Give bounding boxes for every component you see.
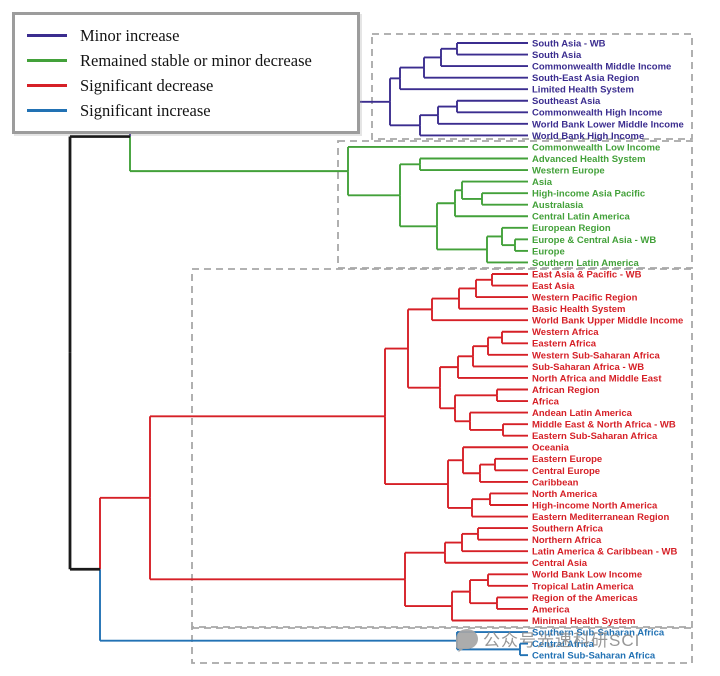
watermark: 公众号光速科研SCI (456, 626, 640, 651)
leaf-label: South Asia - WB (532, 38, 606, 49)
leaf-label: Southern Sub-Saharan Africa (532, 627, 665, 638)
cluster-box-sig_decrease (191, 268, 693, 628)
legend: Minor increase Remained stable or minor d… (12, 12, 360, 134)
leaf-label: Western Pacific Region (532, 293, 638, 304)
leaf-label: Middle East & North Africa - WB (532, 420, 676, 431)
leaf-label: Northern Africa (532, 535, 602, 546)
legend-swatch (27, 59, 67, 62)
leaf-label: Eastern Sub-Saharan Africa (532, 431, 658, 442)
leaf-label: World Bank High Income (532, 131, 644, 142)
leaf-label: Region of the Americas (532, 593, 638, 604)
leaf-label: Southern Latin America (532, 258, 640, 269)
leaf-label: Western Africa (532, 327, 599, 338)
leaf-label: Latin America & Caribbean - WB (532, 547, 677, 558)
legend-label: Minor increase (80, 25, 180, 45)
leaf-label: Commonwealth Low Income (532, 142, 660, 153)
leaf-label: High-income North America (532, 500, 658, 511)
leaf-label: Africa (532, 396, 560, 407)
cluster-box-sig_increase (191, 627, 693, 664)
legend-item-0: Minor increase (27, 23, 345, 48)
leaf-label: South-East Asia Region (532, 73, 640, 84)
leaf-label: Southern Africa (532, 524, 604, 535)
leaf-label: North Africa and Middle East (532, 373, 662, 384)
leaf-label: Central Latin America (532, 212, 631, 223)
leaf-label: Central Europe (532, 466, 600, 477)
legend-swatch (27, 34, 67, 37)
wechat-icon (456, 628, 478, 649)
legend-label: Remained stable or minor decrease (80, 50, 312, 70)
legend-item-2: Significant decrease (27, 73, 345, 98)
legend-item-3: Significant increase (27, 98, 345, 123)
legend-swatch (27, 84, 67, 87)
leaf-label: Commonwealth Middle Income (532, 62, 671, 73)
leaf-label: European Region (532, 223, 611, 234)
watermark-text: 公众号光速科研SCI (483, 631, 641, 650)
leaf-label: Oceania (532, 443, 570, 454)
leaf-label: Basic Health System (532, 304, 625, 315)
leaf-label: Commonwealth High Income (532, 108, 662, 119)
leaf-label: East Asia (532, 281, 575, 292)
legend-label: Significant increase (80, 100, 211, 120)
cluster-box-minor_increase (371, 33, 693, 140)
leaf-label: World Bank Low Income (532, 570, 642, 581)
leaf-label: High-income Asia Pacific (532, 189, 645, 200)
leaf-label: World Bank Lower Middle Income (532, 119, 684, 130)
leaf-label: Central Sub-Saharan Africa (532, 651, 656, 662)
leaf-label: Caribbean (532, 477, 579, 488)
leaf-label: America (532, 604, 570, 615)
legend-swatch (27, 109, 67, 112)
leaf-label: Europe (532, 246, 565, 257)
leaf-label: Eastern Europe (532, 454, 602, 465)
leaf-label: Eastern Africa (532, 339, 597, 350)
leaf-label: Central Africa (532, 639, 595, 650)
leaf-label: North America (532, 489, 598, 500)
leaf-label: Western Europe (532, 165, 605, 176)
leaf-label: Asia (532, 177, 553, 188)
leaf-label: Minimal Health System (532, 616, 635, 627)
leaf-label: East Asia & Pacific - WB (532, 269, 642, 280)
leaf-label: Limited Health System (532, 85, 634, 96)
leaf-label: Western Sub-Saharan Africa (532, 350, 660, 361)
leaf-label: African Region (532, 385, 600, 396)
leaf-label: Southeast Asia (532, 96, 601, 107)
leaf-label: Eastern Mediterranean Region (532, 512, 669, 523)
leaf-label: Central Asia (532, 558, 588, 569)
leaf-label: Advanced Health System (532, 154, 646, 165)
legend-item-1: Remained stable or minor decrease (27, 48, 345, 73)
leaf-label: Australasia (532, 200, 584, 211)
leaf-label: South Asia (532, 50, 582, 61)
legend-label: Significant decrease (80, 75, 214, 95)
leaf-label: Sub-Saharan Africa - WB (532, 362, 644, 373)
leaf-label: Europe & Central Asia - WB (532, 235, 656, 246)
leaf-label: World Bank Upper Middle Income (532, 316, 683, 327)
leaf-label: Tropical Latin America (532, 581, 634, 592)
leaf-label: Andean Latin America (532, 408, 633, 419)
